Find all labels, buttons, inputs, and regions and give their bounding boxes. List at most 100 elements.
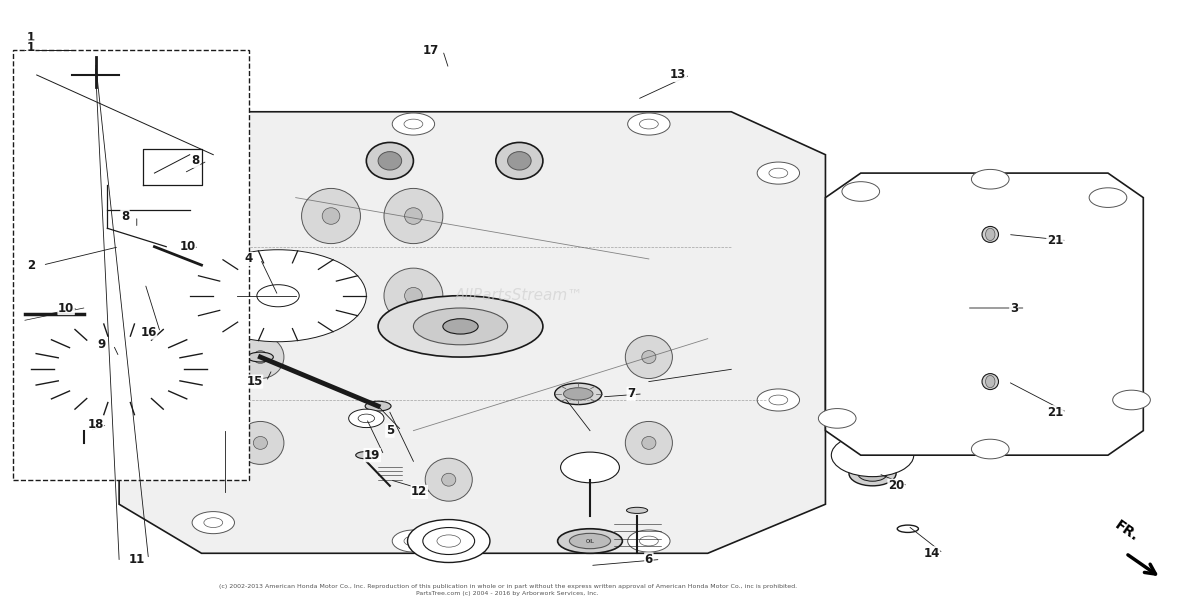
Circle shape [1113,390,1150,410]
Ellipse shape [384,268,442,323]
Circle shape [204,517,223,527]
Text: 18: 18 [87,418,104,431]
Circle shape [769,168,788,178]
Text: 8: 8 [191,155,199,168]
Text: 1: 1 [27,31,35,44]
Circle shape [971,169,1009,189]
Circle shape [758,389,800,411]
Text: 12: 12 [411,485,427,498]
Ellipse shape [384,188,442,243]
Circle shape [122,389,164,411]
Circle shape [819,408,856,428]
Circle shape [133,395,152,405]
Circle shape [358,414,374,423]
Polygon shape [826,173,1143,455]
Text: 17: 17 [422,44,439,57]
Text: 3: 3 [1010,301,1018,315]
Circle shape [971,439,1009,459]
Text: 1: 1 [27,41,35,54]
Ellipse shape [355,452,376,459]
Circle shape [407,519,490,562]
Circle shape [31,323,208,415]
Circle shape [129,276,157,291]
Text: (c) 2002-2013 American Honda Motor Co., Inc. Reproduction of this publication in: (c) 2002-2013 American Honda Motor Co., … [218,585,796,596]
Circle shape [214,262,342,330]
Text: 2: 2 [27,259,35,272]
Text: 15: 15 [247,375,263,388]
Text: 4: 4 [244,253,253,265]
Text: 19: 19 [363,448,380,461]
Text: 6: 6 [644,553,653,566]
Ellipse shape [982,227,998,242]
Ellipse shape [627,508,648,513]
Ellipse shape [322,208,340,224]
Polygon shape [119,111,826,553]
Ellipse shape [985,376,995,387]
Circle shape [348,409,384,428]
Ellipse shape [405,288,422,304]
Circle shape [437,535,460,547]
Ellipse shape [555,383,602,405]
Text: 7: 7 [627,387,635,400]
Text: 21: 21 [1047,234,1063,247]
Ellipse shape [378,152,401,170]
Circle shape [392,113,434,135]
Text: 8: 8 [120,209,129,222]
Ellipse shape [625,421,673,464]
Ellipse shape [254,437,268,449]
Ellipse shape [985,229,995,240]
Ellipse shape [642,437,656,449]
Circle shape [841,182,879,201]
Circle shape [190,249,366,342]
Circle shape [832,434,913,477]
Ellipse shape [442,318,478,334]
Circle shape [758,162,800,184]
Ellipse shape [425,458,472,501]
Text: 9: 9 [97,338,105,351]
Circle shape [422,527,474,554]
Circle shape [54,336,184,403]
Text: 21: 21 [1047,406,1063,419]
Text: 14: 14 [923,547,939,560]
Circle shape [96,357,143,381]
Circle shape [204,150,223,160]
Ellipse shape [413,308,507,345]
Text: AllPartsStream™: AllPartsStream™ [455,288,584,303]
Ellipse shape [85,53,106,60]
Text: OIL: OIL [585,538,595,543]
Text: 11: 11 [129,553,145,566]
Text: 10: 10 [58,301,74,315]
Ellipse shape [237,421,284,464]
Ellipse shape [897,525,918,532]
Ellipse shape [302,188,360,243]
Ellipse shape [237,336,284,378]
FancyBboxPatch shape [13,51,249,480]
Ellipse shape [642,351,656,363]
Ellipse shape [982,374,998,389]
Ellipse shape [441,473,455,486]
Ellipse shape [378,296,543,357]
Text: 5: 5 [386,424,394,437]
Ellipse shape [496,142,543,179]
Text: 10: 10 [179,240,196,253]
Circle shape [404,536,422,546]
Ellipse shape [405,208,422,224]
Text: 16: 16 [140,326,157,339]
Circle shape [640,119,658,129]
Circle shape [640,536,658,546]
Circle shape [113,268,172,299]
Circle shape [1089,188,1127,208]
Ellipse shape [625,336,673,378]
Circle shape [628,530,670,552]
Ellipse shape [558,529,622,553]
Circle shape [769,395,788,405]
Ellipse shape [254,351,268,363]
Circle shape [560,452,620,483]
Ellipse shape [365,401,391,411]
Ellipse shape [248,352,274,362]
Ellipse shape [858,466,887,481]
Text: 20: 20 [889,479,904,492]
Ellipse shape [570,533,610,549]
Text: 11: 11 [129,553,145,566]
Circle shape [392,530,434,552]
